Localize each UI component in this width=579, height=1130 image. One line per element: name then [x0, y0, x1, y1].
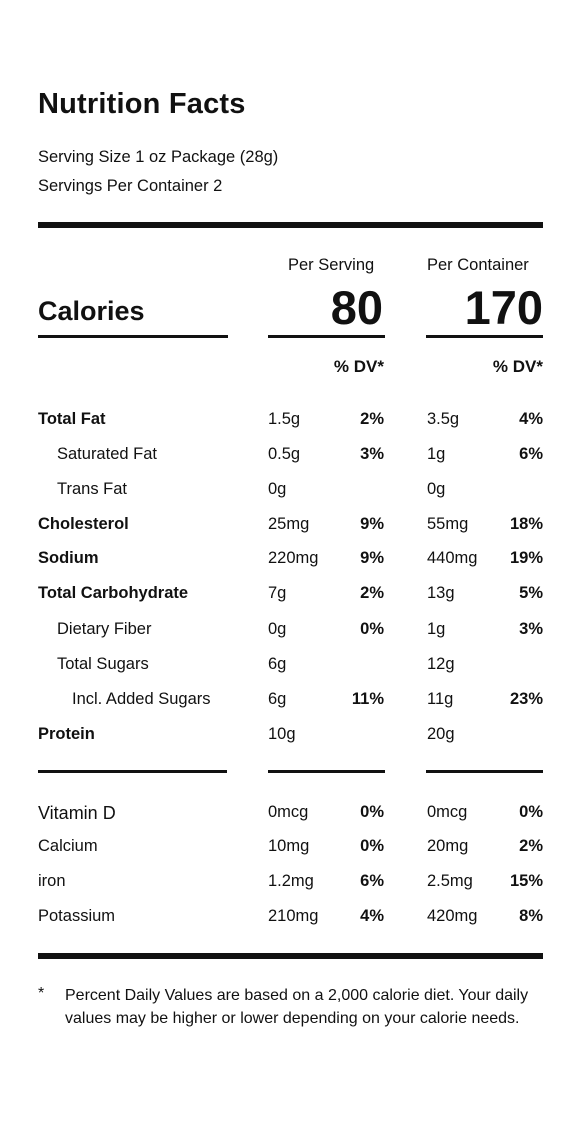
vitamin-row-potassium: Potassium 210mg 4% 420mg 8%	[0, 907, 579, 931]
container-dv: 8%	[519, 907, 543, 925]
vitamin-name: iron	[38, 872, 66, 890]
serving-dv: 0%	[360, 620, 384, 638]
calories-underline	[38, 335, 228, 338]
nutrient-row-cholesterol: Cholesterol 25mg 9% 55mg 18%	[0, 515, 579, 539]
calories-per-container: 170	[464, 281, 543, 334]
serving-dv: 6%	[360, 872, 384, 890]
container-dv: 5%	[519, 584, 543, 602]
footnote-asterisk: *	[38, 985, 45, 1002]
bottom-thick-divider	[38, 953, 543, 959]
serving-amount: 6g	[268, 655, 287, 673]
label-title: Nutrition Facts	[38, 88, 246, 120]
servings-per-container: Servings Per Container 2	[38, 177, 223, 195]
footnote-text: Percent Daily Values are based on a 2,00…	[65, 987, 529, 1027]
serving-amount: 0mcg	[268, 803, 309, 821]
nutrient-row-sodium: Sodium 220mg 9% 440mg 19%	[0, 549, 579, 573]
container-amount: 440mg	[427, 549, 478, 567]
serving-amount: 0.5g	[268, 445, 301, 463]
serving-dv: 11%	[351, 690, 384, 708]
nutrient-row-dietary-fiber: Dietary Fiber 0g 0% 1g 3%	[0, 620, 579, 644]
container-amount: 20g	[427, 725, 455, 743]
serving-dv: 0%	[360, 837, 384, 855]
serving-amount: 25mg	[268, 515, 310, 533]
vitamin-name: Calcium	[38, 837, 98, 855]
serving-amount: 1.2mg	[268, 872, 314, 890]
dv-header-container: % DV*	[492, 357, 543, 376]
column-header-per-container: Per Container	[427, 256, 529, 274]
serving-dv: 3%	[360, 445, 384, 463]
dv-header-serving: % DV*	[333, 357, 384, 376]
vitamin-name: Potassium	[38, 907, 116, 925]
vitamin-row-calcium: Calcium 10mg 0% 20mg 2%	[0, 837, 579, 861]
nutrient-name: Total Fat	[38, 410, 106, 428]
container-amount: 1g	[427, 620, 446, 638]
container-amount: 1g	[427, 445, 446, 463]
container-amount: 13g	[427, 584, 455, 602]
serving-amount: 0g	[268, 620, 287, 638]
nutrient-name: Incl. Added Sugars	[72, 690, 211, 708]
section-divider-serving	[268, 770, 385, 773]
container-dv: 19%	[509, 549, 543, 567]
container-amount: 11g	[427, 690, 454, 708]
nutrient-row-saturated-fat: Saturated Fat 0.5g 3% 1g 6%	[0, 445, 579, 469]
serving-amount: 0g	[268, 480, 287, 498]
serving-amount: 10g	[268, 725, 296, 743]
calories-label: Calories	[38, 296, 145, 326]
serving-amount: 220mg	[268, 549, 319, 567]
container-amount: 55mg	[427, 515, 469, 533]
container-amount: 3.5g	[427, 410, 460, 428]
vitamin-name: Vitamin D	[38, 803, 116, 823]
nutrient-name: Dietary Fiber	[57, 620, 152, 638]
serving-amount: 210mg	[268, 907, 319, 925]
column-header-per-serving: Per Serving	[288, 256, 375, 274]
container-amount: 0mcg	[427, 803, 468, 821]
serving-amount: 1.5g	[268, 410, 301, 428]
nutrient-row-trans-fat: Trans Fat 0g 0g	[0, 480, 579, 504]
container-dv: 15%	[509, 872, 543, 890]
container-dv: 18%	[509, 515, 543, 533]
nutrient-row-total-carbohydrate: Total Carbohydrate 7g 2% 13g 5%	[0, 584, 579, 608]
serving-dv: 2%	[360, 584, 384, 602]
container-amount: 0g	[427, 480, 446, 498]
serving-amount: 7g	[268, 584, 287, 602]
container-amount: 2.5mg	[427, 872, 473, 890]
serving-amount: 6g	[268, 690, 287, 708]
nutrient-name: Cholesterol	[38, 515, 129, 533]
serving-size: Serving Size 1 oz Package (28g)	[38, 148, 279, 166]
serving-dv: 0%	[360, 803, 384, 821]
serving-dv: 2%	[360, 410, 384, 428]
calories-container-underline	[426, 335, 543, 338]
nutrient-name: Total Sugars	[57, 655, 149, 673]
nutrient-row-total-fat: Total Fat 1.5g 2% 3.5g 4%	[0, 410, 579, 434]
container-dv: 23%	[509, 690, 543, 708]
container-amount: 20mg	[427, 837, 469, 855]
vitamin-row-vitamin-d: Vitamin D 0mcg 0% 0mcg 0%	[0, 803, 579, 827]
section-divider-label	[38, 770, 227, 773]
container-dv: 6%	[519, 445, 543, 463]
container-dv: 0%	[519, 803, 543, 821]
container-dv: 3%	[519, 620, 543, 638]
vitamin-row-iron: iron 1.2mg 6% 2.5mg 15%	[0, 872, 579, 896]
nutrient-row-protein: Protein 10g 20g	[0, 725, 579, 749]
container-dv: 4%	[519, 410, 543, 428]
calories-per-serving: 80	[330, 281, 383, 334]
section-divider-container	[426, 770, 543, 773]
serving-amount: 10mg	[268, 837, 310, 855]
nutrient-name: Sodium	[38, 549, 99, 567]
serving-dv: 9%	[360, 549, 384, 567]
nutrient-name: Saturated Fat	[57, 445, 157, 463]
nutrient-name: Trans Fat	[57, 480, 127, 498]
nutrient-name: Protein	[38, 725, 95, 743]
container-amount: 420mg	[427, 907, 478, 925]
nutrient-row-total-sugars: Total Sugars 6g 12g	[0, 655, 579, 679]
container-amount: 12g	[427, 655, 455, 673]
container-dv: 2%	[519, 837, 543, 855]
nutrient-row-added-sugars: Incl. Added Sugars 6g 11% 11g 23%	[0, 690, 579, 714]
serving-dv: 9%	[360, 515, 384, 533]
calories-serving-underline	[268, 335, 385, 338]
nutrient-name: Total Carbohydrate	[38, 584, 189, 602]
serving-dv: 4%	[360, 907, 384, 925]
top-thick-divider	[38, 222, 543, 228]
